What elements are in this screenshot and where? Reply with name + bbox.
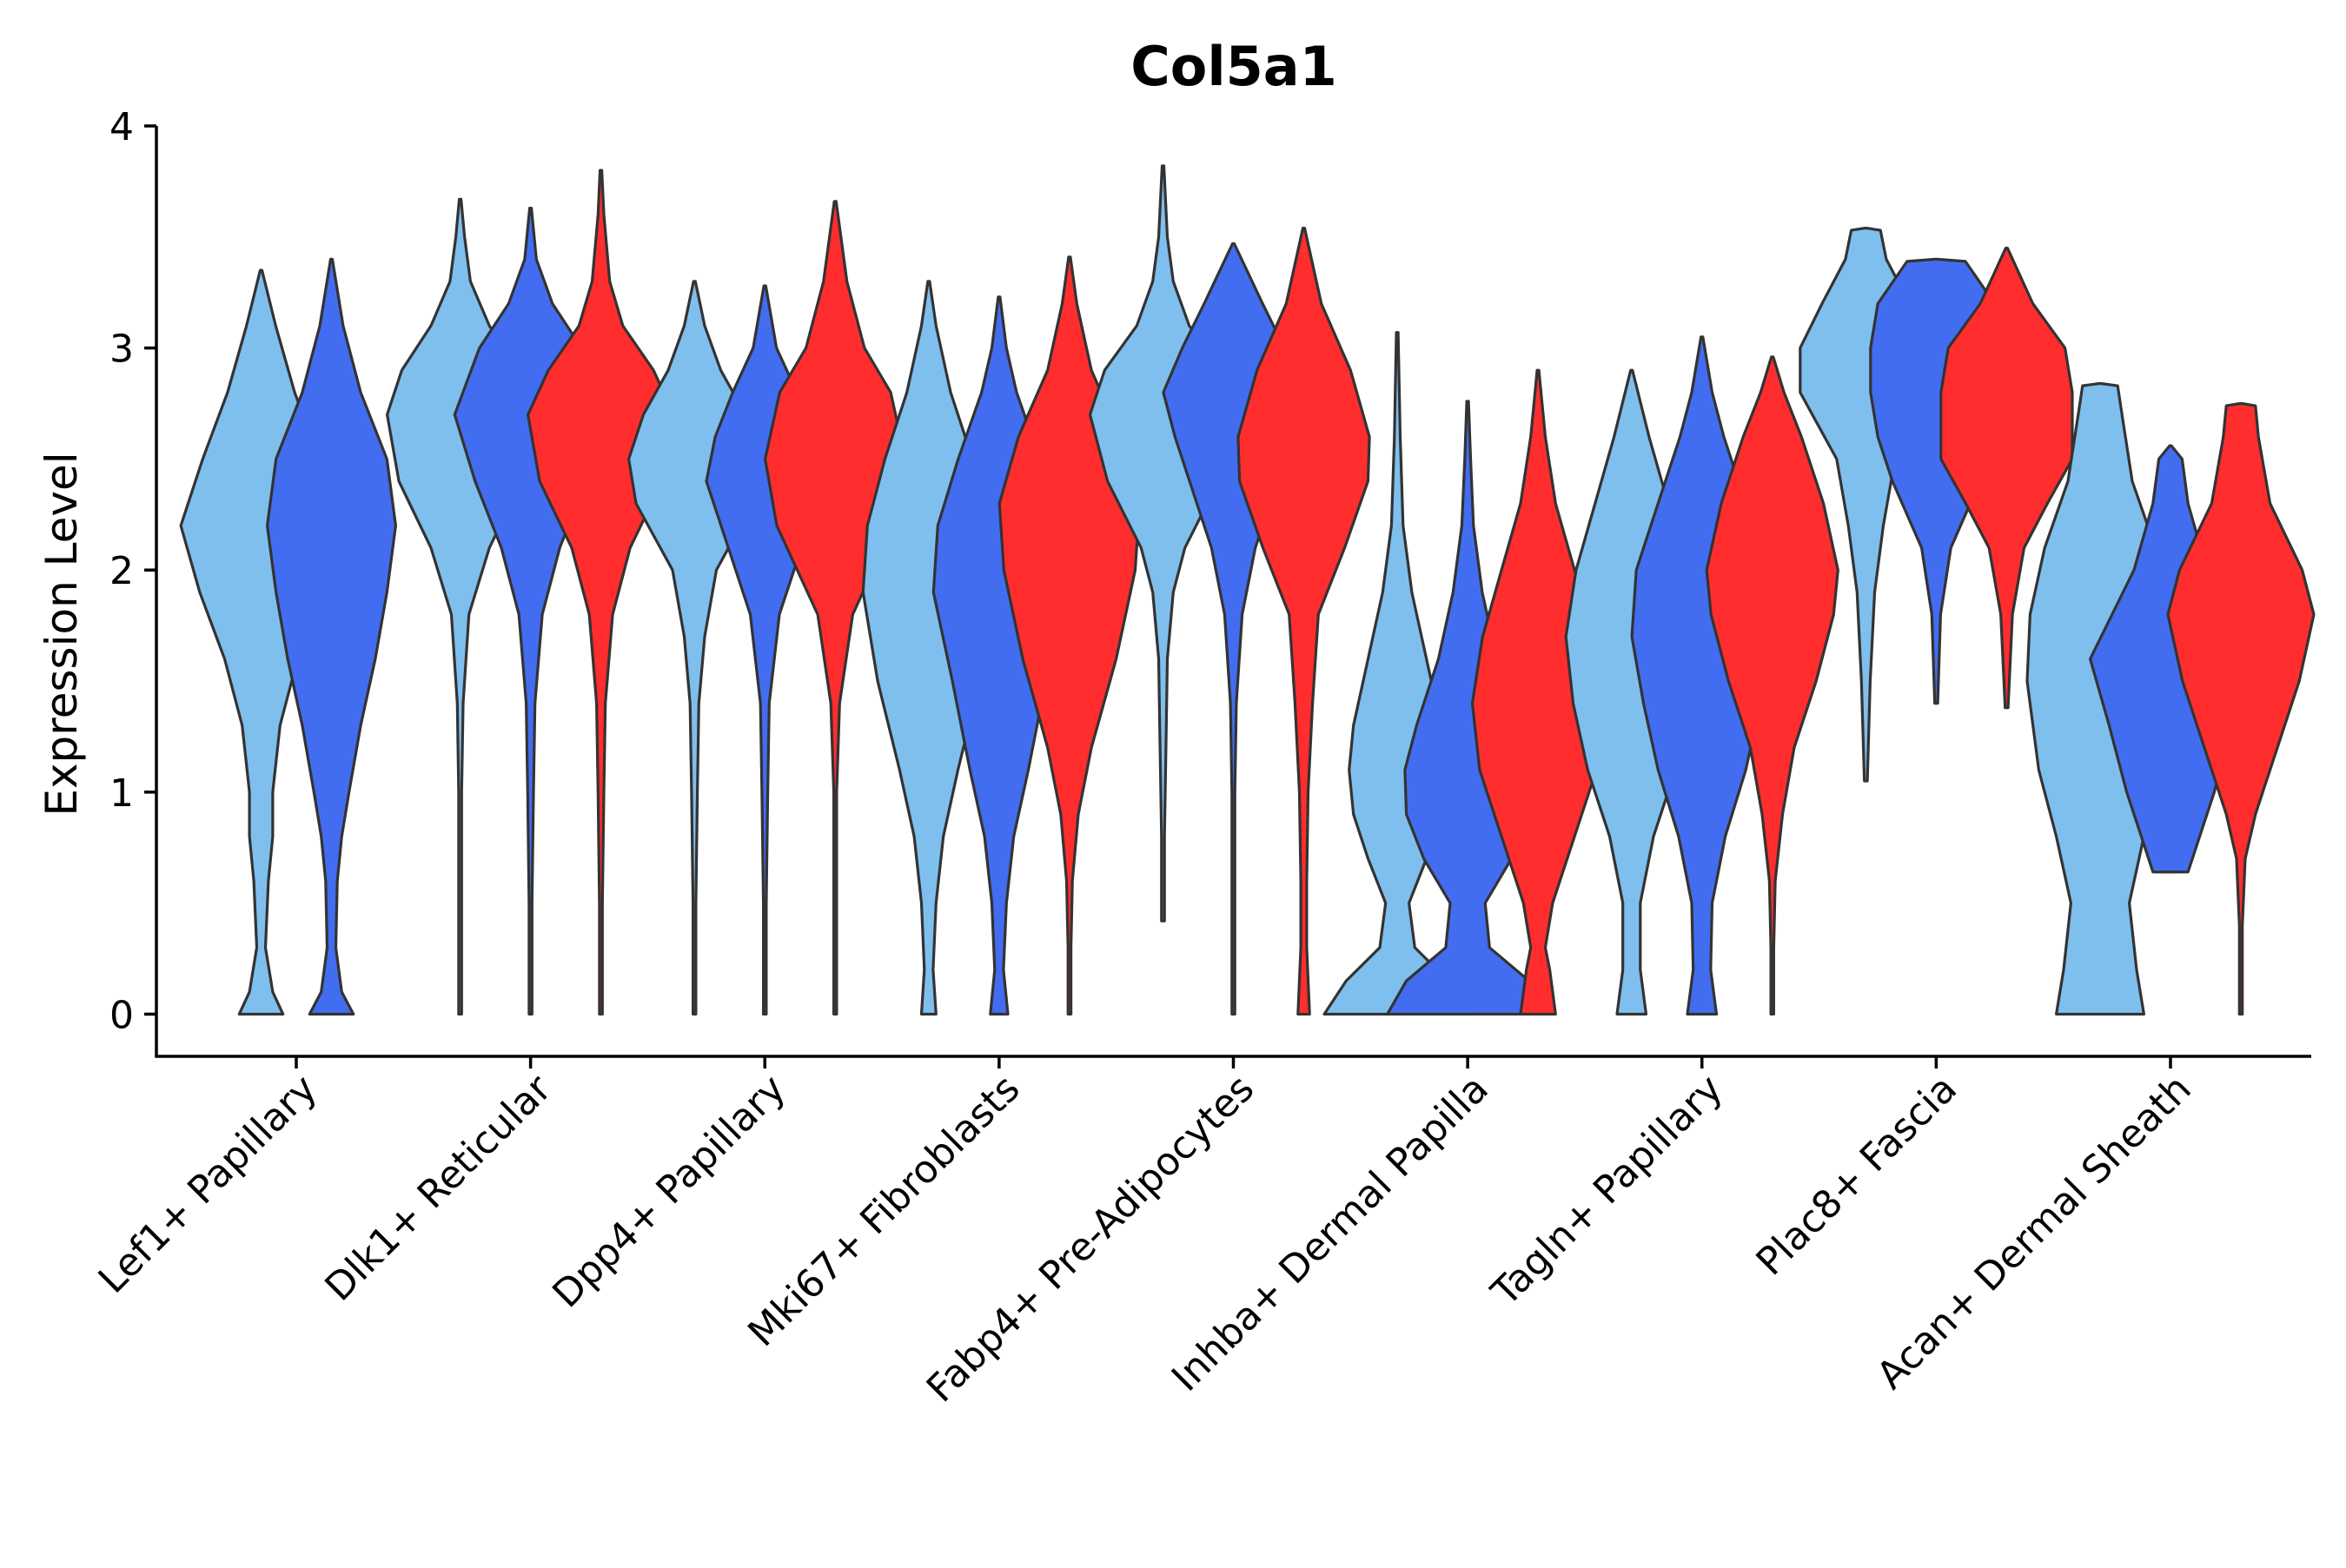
x-tick-label: Dpp4+ Papillary xyxy=(544,1067,794,1317)
violin-3-3 xyxy=(764,200,907,1016)
y-tick-label: 1 xyxy=(109,771,134,816)
y-tick-label: 4 xyxy=(109,105,134,149)
y-axis-label: Expression Level xyxy=(36,452,87,816)
violin-1-2 xyxy=(266,257,397,1016)
y-tick-label: 2 xyxy=(109,549,134,593)
x-tick-label: Lef1+ Papillary xyxy=(90,1067,326,1302)
y-tick-label: 3 xyxy=(109,327,134,372)
violin-9-3 xyxy=(2166,401,2316,1016)
violin-7-3 xyxy=(1705,355,1839,1016)
x-tick-label: Dlk1+ Reticular xyxy=(316,1066,560,1310)
violin-6-2 xyxy=(1386,400,1550,1016)
violin-8-3 xyxy=(1939,246,2074,710)
y-tick-label: 0 xyxy=(109,993,134,1037)
violin-6-3 xyxy=(1470,368,1606,1016)
violins-layer xyxy=(179,164,2316,1016)
violin-2-3 xyxy=(527,169,676,1016)
violin-6-1 xyxy=(1322,331,1472,1016)
x-tick-label: Plac8+ Fascia xyxy=(1748,1067,1966,1285)
chart-title: Col5a1 xyxy=(1130,35,1336,98)
x-tick-label: Tagln+ Papillary xyxy=(1482,1067,1731,1315)
violin-5-3 xyxy=(1236,226,1371,1016)
